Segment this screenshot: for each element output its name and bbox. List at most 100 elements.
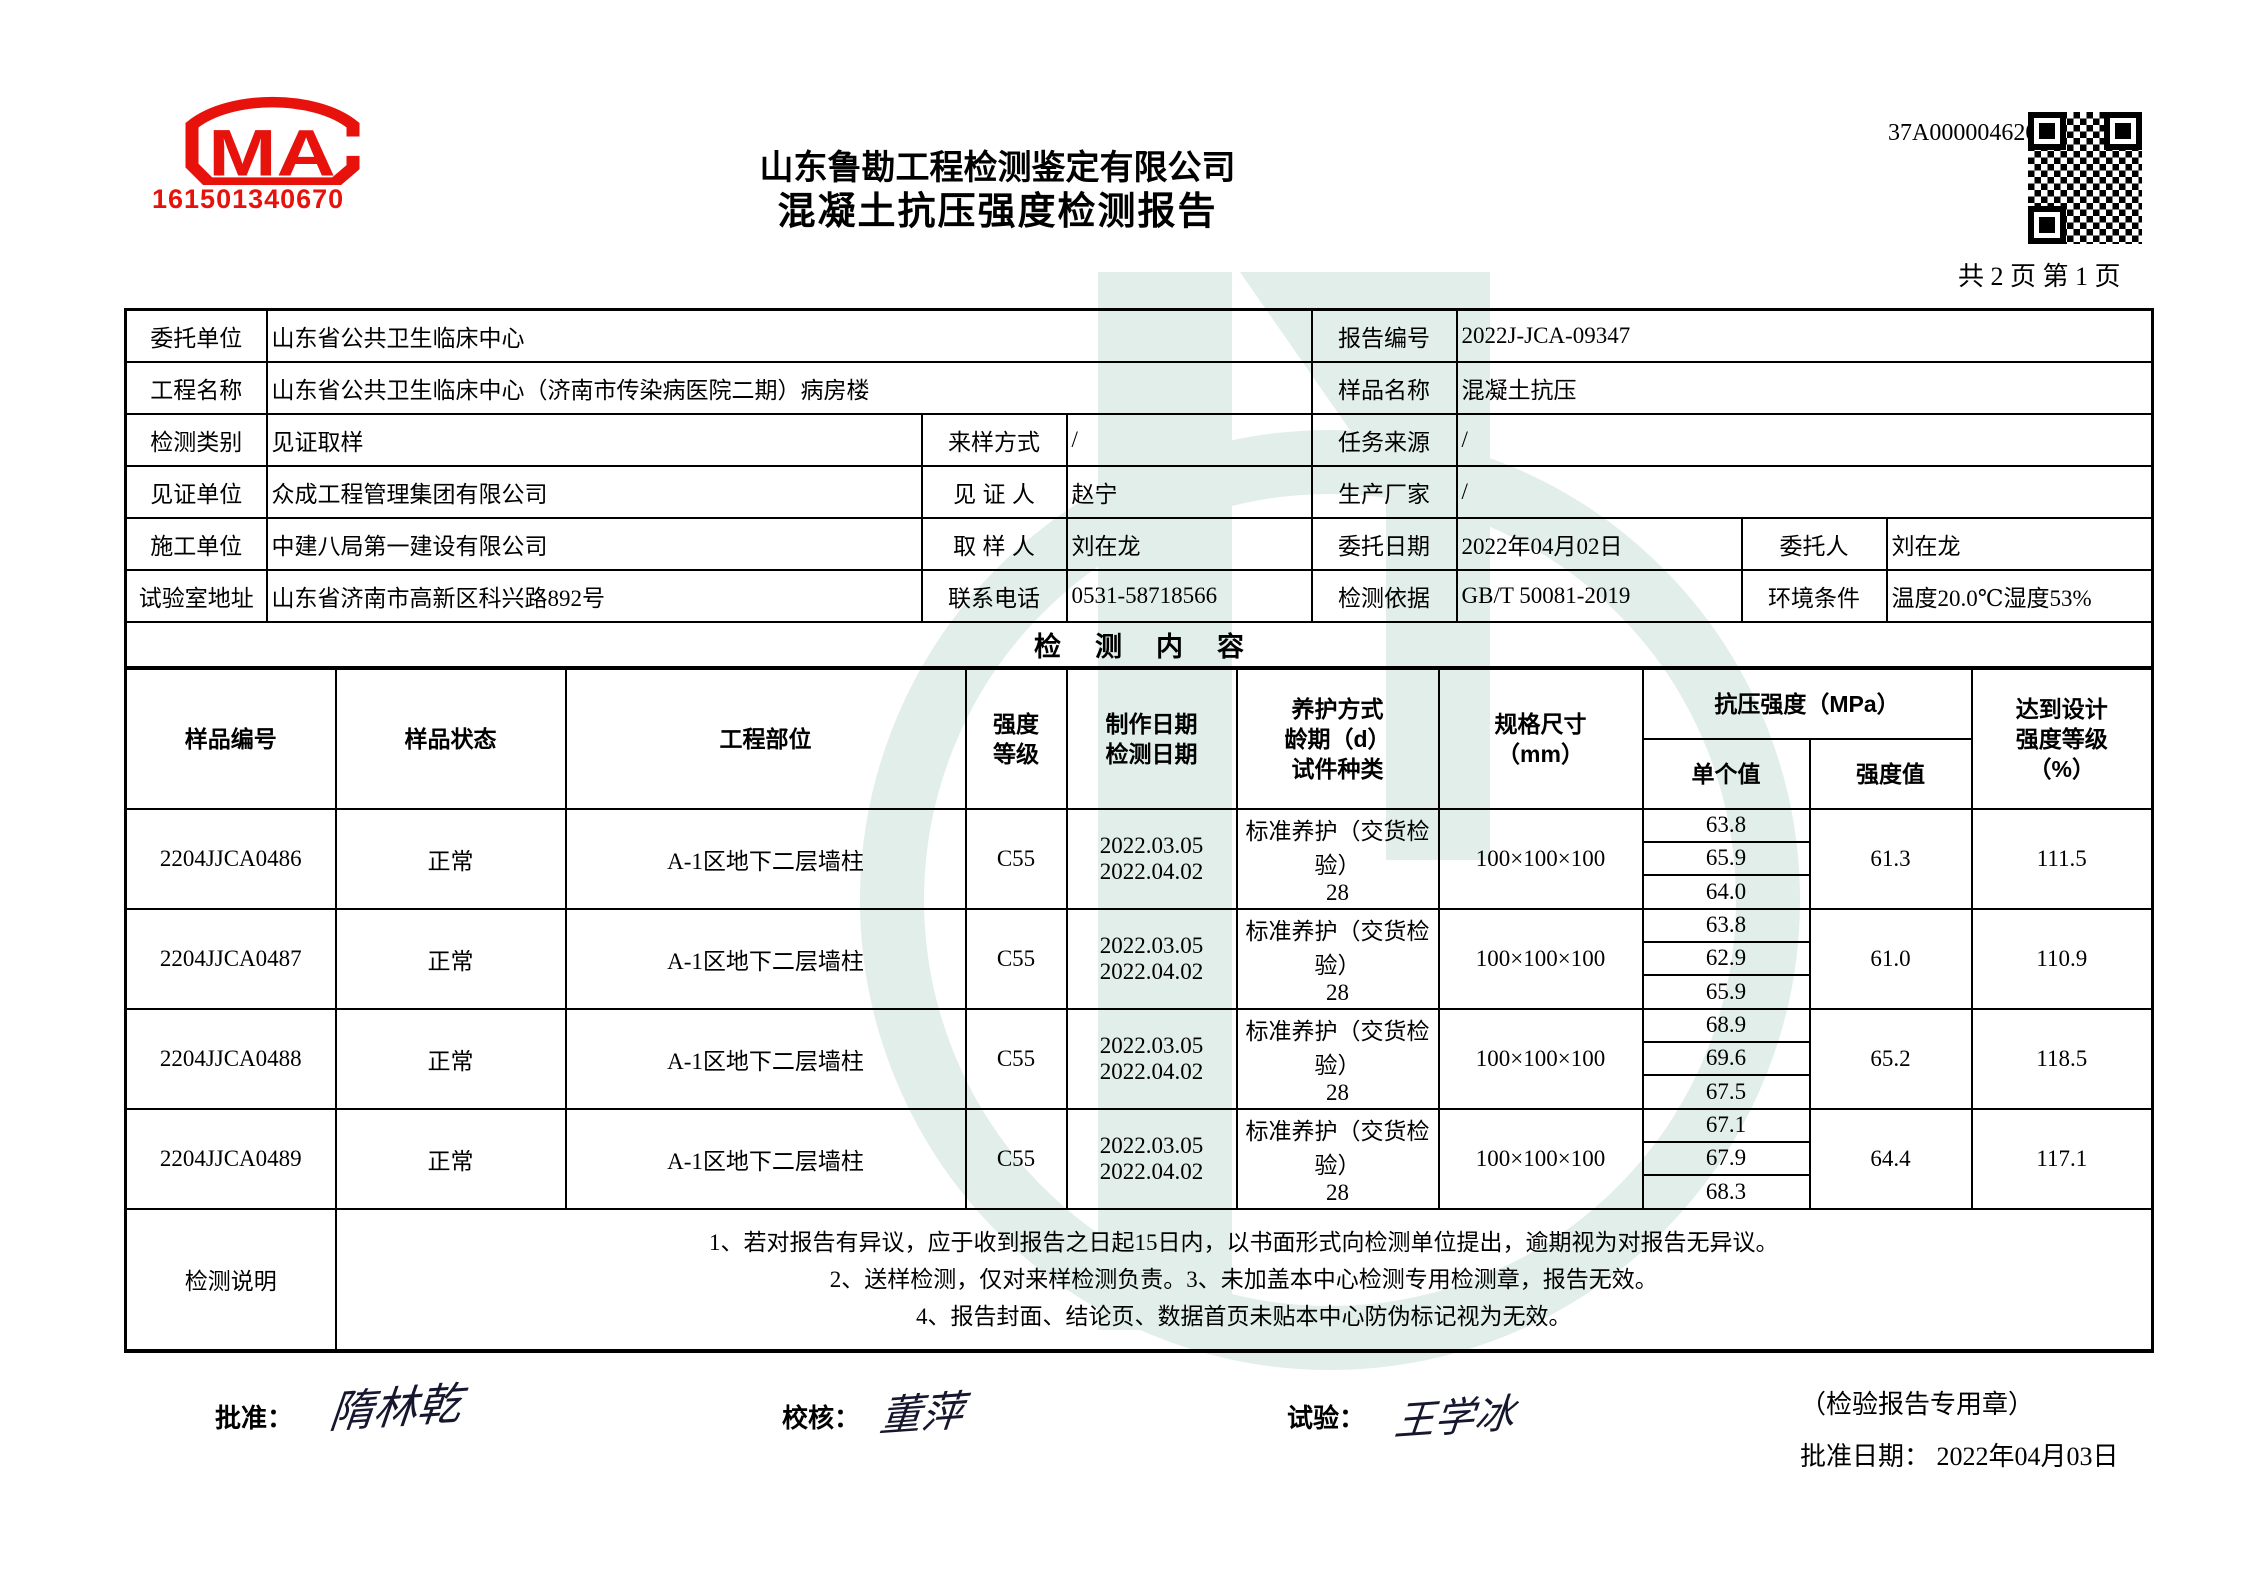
project-part: A-1区地下二层墙柱 bbox=[564, 907, 967, 1010]
strength-value: 61.3 bbox=[1808, 807, 1973, 910]
sample-method-value: / bbox=[1065, 412, 1313, 467]
sample-no: 2204JJCA0488 bbox=[124, 1007, 337, 1110]
construction-unit-value: 中建八局第一建设有限公司 bbox=[265, 516, 923, 571]
field-label: 任务来源 bbox=[1310, 412, 1458, 467]
cma-certificate-number: 161501340670 bbox=[152, 184, 345, 214]
table-subheader-row: 单个值 强度值 bbox=[126, 737, 2153, 810]
field-label: 委托单位 bbox=[124, 308, 268, 363]
table-row: 2204JJCA0486 正常 A-1区地下二层墙柱 C55 2022.03.0… bbox=[124, 807, 2154, 910]
seal-note: （检验报告专用章） bbox=[1800, 1390, 2035, 1419]
single-value: 67.9 bbox=[1641, 1140, 1811, 1177]
field-label: 检测依据 bbox=[1310, 568, 1458, 623]
curing: 标准养护（交货检验） 28 bbox=[1235, 807, 1440, 910]
col-header: 抗压强度（MPa） bbox=[1641, 667, 1973, 740]
field-label: 生产厂家 bbox=[1310, 464, 1458, 519]
qr-code-icon bbox=[2028, 112, 2142, 244]
strength-grade: C55 bbox=[964, 907, 1068, 1010]
dates: 2022.03.05 2022.04.02 bbox=[1065, 1107, 1238, 1210]
review-signature: 董萍 bbox=[877, 1388, 966, 1442]
strength-value: 65.2 bbox=[1808, 1007, 1973, 1110]
single-value: 68.9 bbox=[1641, 1007, 1811, 1043]
table-header-row: 样品编号 样品状态 工程部位 强度 等级 制作日期 检测日期 养护方式 龄期（d… bbox=[124, 667, 2154, 810]
col-header: 强度 等级 bbox=[964, 667, 1068, 810]
witness-person-value: 赵宁 bbox=[1065, 464, 1313, 519]
field-label: 取 样 人 bbox=[920, 516, 1068, 571]
curing: 标准养护（交货检验） 28 bbox=[1235, 1107, 1440, 1210]
single-value: 69.6 bbox=[1641, 1040, 1811, 1077]
title-block: 山东鲁勘工程检测鉴定有限公司 混凝土抗压强度检测报告 bbox=[350, 148, 1645, 236]
size: 100×100×100 bbox=[1437, 907, 1644, 1010]
qr-finder-icon bbox=[2104, 112, 2142, 150]
info-row: 委托单位 山东省公共卫生临床中心 报告编号 2022J-JCA-09347 bbox=[124, 308, 2154, 363]
project-part: A-1区地下二层墙柱 bbox=[564, 1007, 967, 1110]
single-value: 65.9 bbox=[1641, 840, 1811, 877]
design-pct: 111.5 bbox=[1970, 807, 2154, 910]
section-title-row: 检测内容 bbox=[124, 620, 2154, 668]
single-value: 62.9 bbox=[1641, 940, 1811, 977]
witness-unit-value: 众成工程管理集团有限公司 bbox=[265, 464, 923, 519]
single-value: 67.1 bbox=[1641, 1107, 1811, 1143]
col-header: 样品编号 bbox=[124, 667, 337, 810]
sample-no: 2204JJCA0487 bbox=[124, 907, 337, 1010]
info-row: 检测类别 见证取样 来样方式 / 任务来源 / bbox=[124, 412, 2154, 467]
info-row: 施工单位 中建八局第一建设有限公司 取 样 人 刘在龙 委托日期 2022年04… bbox=[124, 516, 2154, 571]
curing: 标准养护（交货检验） 28 bbox=[1235, 1007, 1440, 1110]
sample-state: 正常 bbox=[334, 1007, 567, 1110]
single-value: 63.8 bbox=[1641, 907, 1811, 943]
notes-label: 检测说明 bbox=[124, 1207, 337, 1352]
field-label: 委托人 bbox=[1740, 516, 1888, 571]
field-label: 工程名称 bbox=[124, 360, 268, 415]
sample-state: 正常 bbox=[334, 1107, 567, 1210]
table-subrow: 69.6 bbox=[126, 1040, 2153, 1077]
design-pct: 117.1 bbox=[1970, 1107, 2154, 1210]
test-type-value: 见证取样 bbox=[265, 412, 923, 467]
phone-value: 0531-58718566 bbox=[1065, 568, 1313, 623]
table-subrow: 62.9 bbox=[126, 940, 2153, 977]
info-table: 委托单位 山东省公共卫生临床中心 报告编号 2022J-JCA-09347 工程… bbox=[124, 308, 2155, 668]
notes-text: 1、若对报告有异议，应于收到报告之日起15日内，以书面形式向检测单位提出，逾期视… bbox=[334, 1207, 2154, 1352]
qr-finder-icon bbox=[2028, 206, 2066, 244]
table-row: 2204JJCA0489 正常 A-1区地下二层墙柱 C55 2022.03.0… bbox=[124, 1107, 2154, 1210]
basis-value: GB/T 50081-2019 bbox=[1455, 568, 1743, 623]
company-name: 山东鲁勘工程检测鉴定有限公司 bbox=[759, 149, 1236, 187]
col-header: 工程部位 bbox=[564, 667, 967, 810]
single-value: 68.3 bbox=[1641, 1174, 1811, 1210]
approve-signature: 隋林乾 bbox=[327, 1379, 464, 1438]
dates: 2022.03.05 2022.04.02 bbox=[1065, 1007, 1238, 1110]
strength-value: 61.0 bbox=[1808, 907, 1973, 1010]
approve-date: 批准日期： 2022年04月03日 bbox=[1800, 1436, 2119, 1473]
project-part: A-1区地下二层墙柱 bbox=[564, 807, 967, 910]
sample-no: 2204JJCA0486 bbox=[124, 807, 337, 910]
qr-finder-icon bbox=[2028, 112, 2066, 150]
size: 100×100×100 bbox=[1437, 1007, 1644, 1110]
field-label: 联系电话 bbox=[920, 568, 1068, 623]
table-subrow: 67.5 bbox=[126, 1074, 2153, 1110]
size: 100×100×100 bbox=[1437, 807, 1644, 910]
field-label: 检测类别 bbox=[124, 412, 268, 467]
strength-grade: C55 bbox=[964, 807, 1068, 910]
dates: 2022.03.05 2022.04.02 bbox=[1065, 807, 1238, 910]
entrust-date-value: 2022年04月02日 bbox=[1455, 516, 1743, 571]
table-subrow: 67.9 bbox=[126, 1140, 2153, 1177]
sample-state: 正常 bbox=[334, 907, 567, 1010]
approve-label: 批准： bbox=[215, 1403, 294, 1433]
field-label: 环境条件 bbox=[1740, 568, 1888, 623]
sampler-value: 刘在龙 bbox=[1065, 516, 1313, 571]
col-header: 样品状态 bbox=[334, 667, 567, 810]
review-label: 校核： bbox=[782, 1403, 861, 1433]
entrust-unit-value: 山东省公共卫生临床中心 bbox=[265, 308, 1313, 363]
strength-value: 64.4 bbox=[1808, 1107, 1973, 1210]
field-label: 来样方式 bbox=[920, 412, 1068, 467]
sample-state: 正常 bbox=[334, 807, 567, 910]
sample-name-value: 混凝土抗压 bbox=[1455, 360, 2154, 415]
report-body: 委托单位 山东省公共卫生临床中心 报告编号 2022J-JCA-09347 工程… bbox=[124, 308, 2155, 1353]
sample-no: 2204JJCA0489 bbox=[124, 1107, 337, 1210]
client-value: 刘在龙 bbox=[1885, 516, 2154, 571]
table-subrow: 64.0 bbox=[126, 874, 2153, 910]
task-source-value: / bbox=[1455, 412, 2154, 467]
single-value: 64.0 bbox=[1641, 874, 1811, 910]
info-row: 工程名称 山东省公共卫生临床中心（济南市传染病医院二期）病房楼 样品名称 混凝土… bbox=[124, 360, 2154, 415]
design-pct: 110.9 bbox=[1970, 907, 2154, 1010]
section-title: 检测内容 bbox=[124, 620, 2154, 668]
